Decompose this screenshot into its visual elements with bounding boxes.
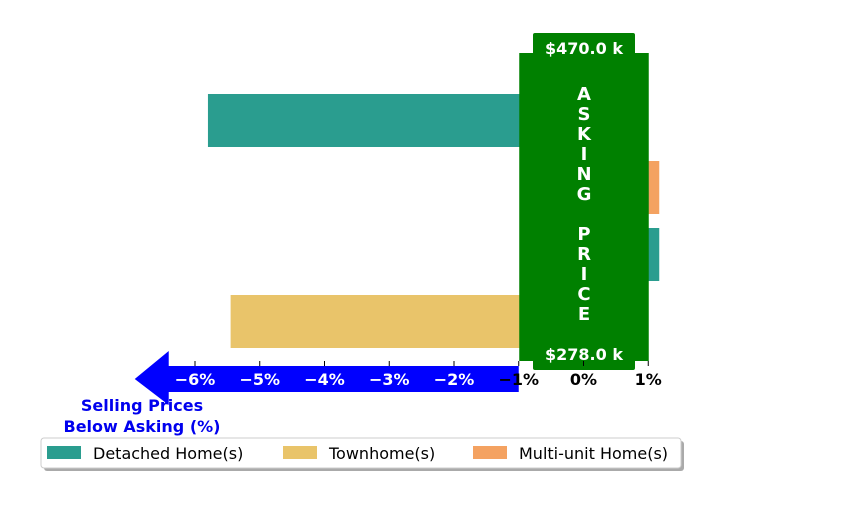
band-letter-12: E <box>578 304 590 325</box>
below-asking-label: Selling Prices Below Asking (%) <box>64 396 221 436</box>
top-price-label: $470.0 k <box>545 39 623 58</box>
band-letter-9: R <box>577 244 591 265</box>
bottom-price-label: $278.0 k <box>545 345 623 364</box>
legend-label-2: Townhome(s) <box>328 444 435 463</box>
top-price-box <box>533 33 635 61</box>
asking-band-rect <box>519 53 649 361</box>
x-axis-ticks: −6% −5% −4% −3% −2% −1% 0% 1% <box>175 361 662 389</box>
band-letter-4: I <box>581 144 588 165</box>
tick-label-3: −4% <box>304 370 345 389</box>
band-letter-6: G <box>577 184 592 205</box>
band-letter-2: S <box>578 104 591 125</box>
tick-label-4: −3% <box>369 370 410 389</box>
tick-label-2: −5% <box>239 370 280 389</box>
legend: Detached Home(s) Townhome(s) Multi-unit Ho… <box>40 437 684 471</box>
legend-label-1: Detached Home(s) <box>93 444 243 463</box>
tick-label-6: −1% <box>498 370 539 389</box>
tick-label-8: 1% <box>635 370 662 389</box>
tick-label-1: −6% <box>175 370 216 389</box>
band-letter-11: C <box>577 284 590 305</box>
legend-box <box>40 437 682 469</box>
bottom-price-box <box>533 342 635 370</box>
band-letter-8: P <box>577 224 590 245</box>
band-letter-1: A <box>577 84 591 105</box>
below-label-line-2: Below Asking (%) <box>64 417 221 436</box>
band-letter-5: N <box>576 164 591 185</box>
below-label-line-1: Selling Prices <box>81 396 203 415</box>
below-asking-arrow <box>134 351 519 405</box>
tick-label-5: −2% <box>434 370 475 389</box>
arrow-shape <box>134 351 519 405</box>
legend-swatch-3 <box>473 446 507 459</box>
band-letter-10: I <box>581 264 588 285</box>
legend-label-3: Multi-unit Home(s) <box>519 444 668 463</box>
legend-swatch-1 <box>47 446 81 459</box>
tick-label-7: 0% <box>570 370 597 389</box>
legend-swatch-2 <box>283 446 317 459</box>
band-letter-3: K <box>577 124 592 145</box>
